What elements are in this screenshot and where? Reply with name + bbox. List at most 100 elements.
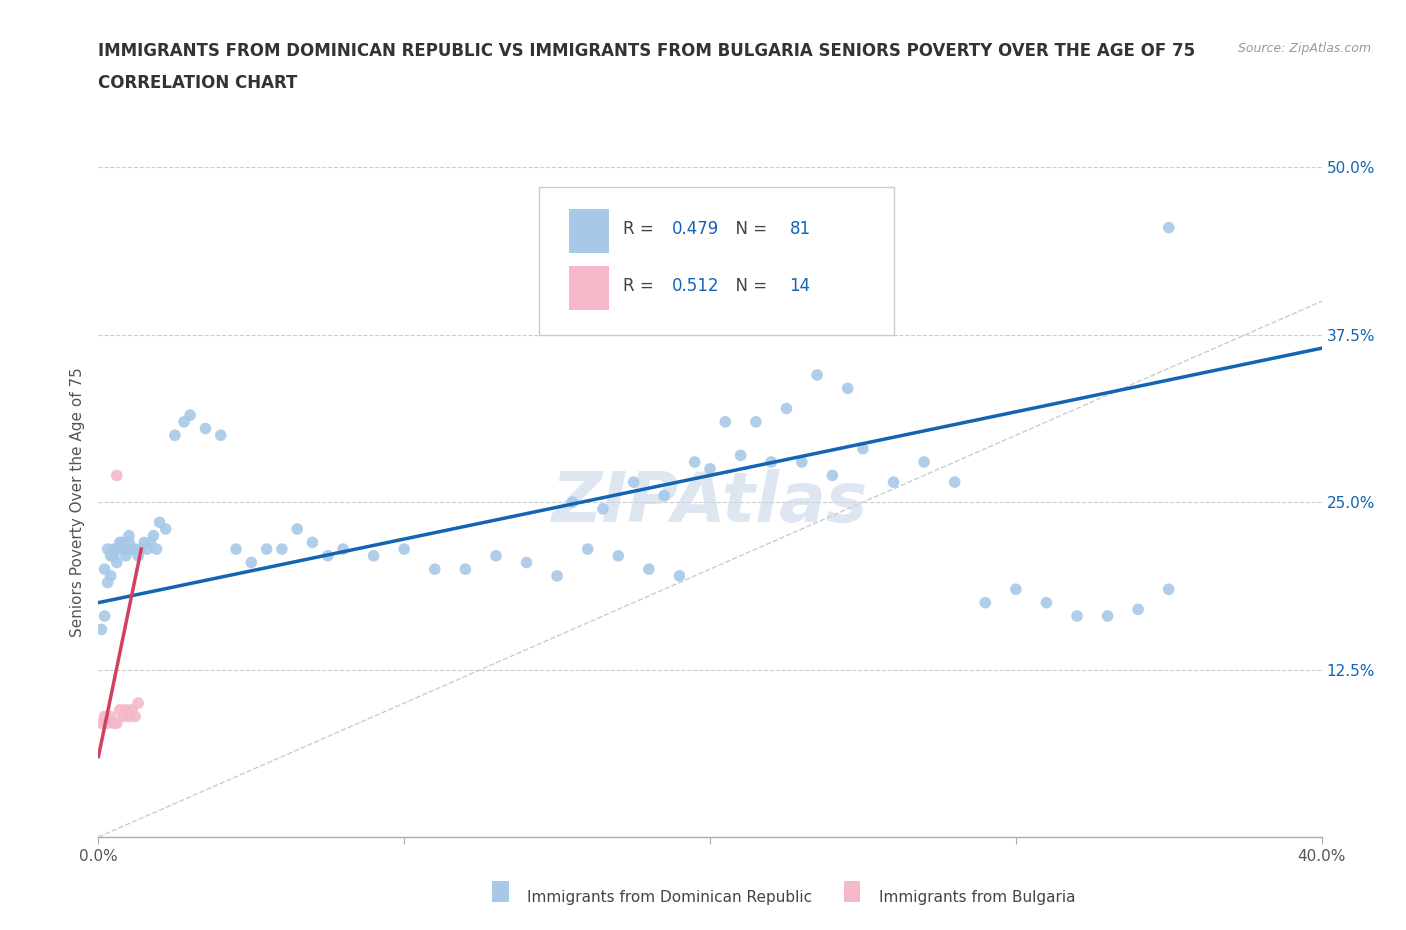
Point	[485, 549, 508, 564]
Point	[714, 415, 737, 430]
Text: Source: ZipAtlas.com: Source: ZipAtlas.com	[1237, 42, 1371, 55]
Point	[637, 562, 661, 577]
Point	[134, 535, 156, 550]
Point	[108, 702, 131, 717]
Point	[1066, 608, 1088, 623]
Point	[111, 541, 134, 556]
Text: N =: N =	[724, 220, 772, 238]
Point	[546, 568, 568, 583]
Point	[179, 407, 201, 422]
FancyBboxPatch shape	[538, 188, 894, 335]
Point	[209, 428, 232, 443]
Text: CORRELATION CHART: CORRELATION CHART	[98, 74, 298, 92]
Point	[121, 541, 143, 556]
Point	[108, 535, 131, 550]
Point	[592, 501, 614, 516]
Point	[316, 549, 339, 564]
Point	[576, 541, 599, 556]
Bar	[569, 209, 609, 253]
Point	[90, 716, 112, 731]
Point	[103, 549, 125, 564]
Point	[136, 541, 159, 556]
Point	[118, 709, 141, 724]
Point	[115, 549, 138, 564]
Point	[423, 562, 446, 577]
Point	[837, 381, 859, 396]
Text: 0.512: 0.512	[672, 277, 720, 295]
Point	[623, 474, 645, 489]
Point	[149, 515, 172, 530]
Point	[607, 549, 630, 564]
Point	[108, 541, 131, 556]
Point	[115, 702, 138, 717]
Point	[97, 716, 120, 731]
Point	[127, 696, 149, 711]
Point	[139, 535, 162, 550]
Point	[111, 709, 134, 724]
Point	[699, 461, 721, 476]
Point	[745, 415, 768, 430]
Point	[392, 541, 416, 556]
Text: IMMIGRANTS FROM DOMINICAN REPUBLIC VS IMMIGRANTS FROM BULGARIA SENIORS POVERTY O: IMMIGRANTS FROM DOMINICAN REPUBLIC VS IM…	[98, 42, 1195, 60]
Point	[111, 535, 134, 550]
Point	[121, 702, 143, 717]
Point	[912, 455, 935, 470]
Point	[240, 555, 263, 570]
Point	[225, 541, 247, 556]
Point	[652, 488, 675, 503]
Point	[1157, 582, 1180, 597]
Point	[943, 474, 966, 489]
Point	[974, 595, 997, 610]
Point	[301, 535, 323, 550]
Point	[97, 541, 120, 556]
Point	[103, 716, 125, 731]
Point	[883, 474, 905, 489]
Point	[683, 455, 706, 470]
Point	[155, 522, 177, 537]
Point	[129, 541, 152, 556]
Point	[142, 528, 165, 543]
Point	[124, 541, 146, 556]
Point	[730, 448, 752, 463]
Point	[1097, 608, 1119, 623]
Point	[124, 709, 146, 724]
Text: 81: 81	[790, 220, 811, 238]
Point	[454, 562, 477, 577]
Point	[173, 415, 195, 430]
Point	[285, 522, 308, 537]
Point	[97, 575, 120, 590]
Text: ZIPAtlas: ZIPAtlas	[553, 469, 868, 536]
Bar	[569, 266, 609, 310]
Point	[93, 608, 115, 623]
Text: Immigrants from Dominican Republic: Immigrants from Dominican Republic	[527, 890, 813, 905]
Point	[93, 709, 115, 724]
Point	[118, 528, 141, 543]
Point	[332, 541, 354, 556]
Point	[100, 709, 122, 724]
Point	[145, 541, 167, 556]
Point	[127, 549, 149, 564]
Point	[105, 541, 128, 556]
Point	[806, 367, 828, 382]
Point	[115, 541, 138, 556]
Point	[759, 455, 782, 470]
Point	[105, 716, 128, 731]
Point	[270, 541, 292, 556]
Point	[90, 622, 112, 637]
Point	[1157, 220, 1180, 235]
Text: Immigrants from Bulgaria: Immigrants from Bulgaria	[879, 890, 1076, 905]
Point	[516, 555, 538, 570]
Text: 14: 14	[790, 277, 811, 295]
Point	[790, 455, 813, 470]
Text: 0.479: 0.479	[672, 220, 720, 238]
Point	[775, 401, 797, 416]
Point	[105, 555, 128, 570]
Point	[668, 568, 690, 583]
Point	[103, 541, 125, 556]
Point	[1004, 582, 1026, 597]
Point	[363, 549, 385, 564]
Point	[194, 421, 217, 436]
Point	[100, 568, 122, 583]
Text: R =: R =	[623, 277, 659, 295]
Point	[1128, 602, 1150, 617]
